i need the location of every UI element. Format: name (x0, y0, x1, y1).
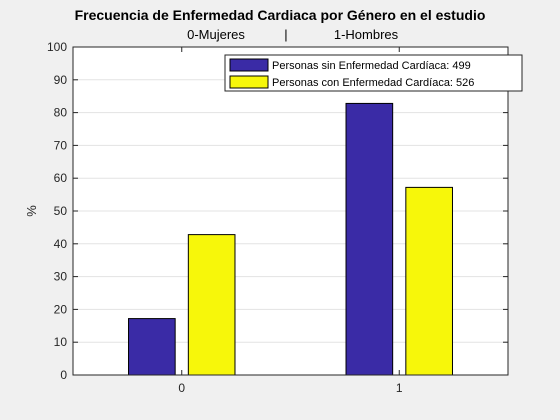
legend: Personas sin Enfermedad Cardíaca: 499 Pe… (224, 54, 523, 92)
y-tick-label: 10 (54, 335, 68, 349)
legend-label-sin: Personas sin Enfermedad Cardíaca: 499 (272, 60, 471, 72)
legend-box (224, 54, 523, 92)
y-tick-label: 80 (54, 106, 68, 120)
legend-label-con: Personas con Enfermedad Cardíaca: 526 (272, 77, 474, 89)
y-axis-label: % (24, 205, 39, 217)
chart-subtitle-separator: | (284, 27, 287, 42)
y-tick-label: 60 (54, 171, 68, 185)
chart-subtitle-right: 1-Hombres (334, 27, 399, 42)
y-tick-label: 100 (47, 40, 67, 54)
chart-subtitle-left: 0-Mujeres (187, 27, 245, 42)
x-tick-label: 1 (396, 381, 403, 395)
bar-con-1 (405, 186, 453, 376)
bar-con-0 (187, 234, 236, 376)
y-tick-label: 20 (54, 302, 68, 316)
legend-swatch-con (229, 75, 269, 89)
y-tick-label: 50 (54, 204, 68, 218)
y-tick-label: 90 (54, 73, 68, 87)
y-tick-label: 40 (54, 237, 68, 251)
bars (128, 102, 453, 376)
x-tick-label: 0 (178, 381, 185, 395)
legend-swatch-sin (229, 58, 269, 72)
y-tick-label: 0 (60, 368, 67, 382)
chart-title: Frecuencia de Enfermedad Cardiaca por Gé… (75, 7, 486, 23)
y-tick-label: 30 (54, 270, 68, 284)
y-tick-label: 70 (54, 138, 68, 152)
y-axis-ticks: 0 10 20 30 40 50 60 70 80 90 100 (47, 40, 508, 382)
bar-sin-0 (128, 318, 176, 376)
bar-sin-1 (345, 102, 394, 376)
